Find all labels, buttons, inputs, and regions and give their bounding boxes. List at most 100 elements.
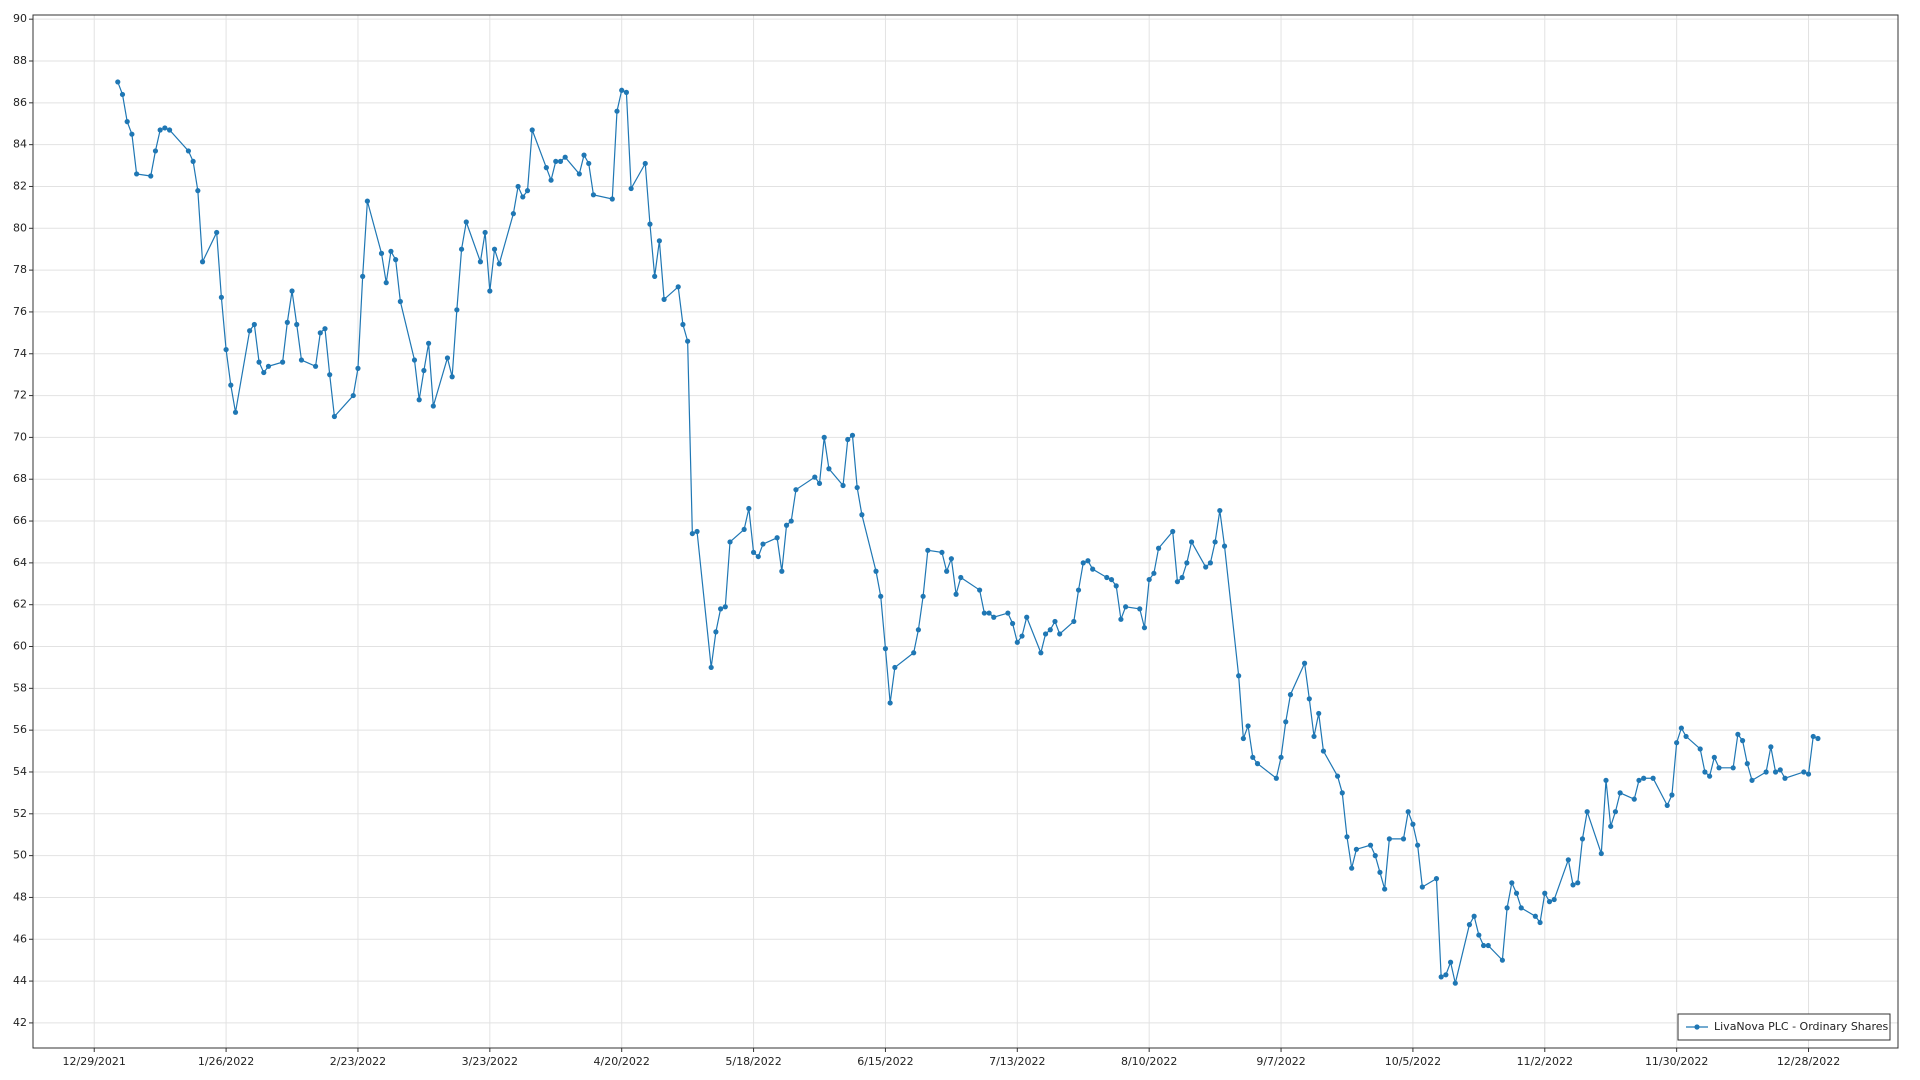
data-point: [251, 321, 257, 328]
data-point: [1283, 719, 1289, 725]
data-point: [1466, 922, 1473, 928]
data-point: [327, 372, 333, 378]
data-point: [920, 593, 926, 599]
data-point: [586, 160, 592, 167]
data-point: [529, 127, 535, 133]
data-point: [859, 512, 865, 518]
data-point: [256, 359, 262, 365]
data-point: [214, 229, 220, 236]
x-tick-label: 4/20/2022: [593, 1055, 649, 1068]
data-point: [312, 363, 319, 369]
data-point: [487, 288, 493, 294]
data-point: [1707, 773, 1713, 779]
y-tick-label: 90: [13, 12, 27, 25]
data-point: [812, 474, 818, 480]
data-point: [444, 355, 451, 361]
data-point: [840, 482, 846, 489]
data-point: [1057, 631, 1063, 637]
data-point: [760, 541, 766, 547]
data-point: [1447, 959, 1454, 965]
data-point: [134, 171, 140, 177]
series-line: [117, 81, 1819, 984]
data-point: [454, 307, 460, 313]
data-point: [510, 211, 516, 217]
data-point: [1612, 809, 1619, 815]
data-point: [331, 413, 338, 420]
data-point: [294, 321, 300, 328]
data-point: [685, 338, 691, 344]
data-point: [958, 574, 964, 581]
data-point: [1085, 558, 1091, 564]
data-point: [232, 409, 239, 415]
x-tick-label: 5/18/2022: [725, 1055, 781, 1068]
y-tick-label: 70: [13, 430, 27, 443]
data-point: [1702, 769, 1708, 775]
data-point: [1349, 865, 1355, 871]
data-point: [397, 298, 403, 305]
data-point: [152, 148, 159, 154]
data-point: [845, 436, 851, 443]
data-point: [1287, 692, 1294, 698]
data-point: [157, 127, 163, 133]
data-point: [1551, 896, 1557, 903]
y-tick-label: 88: [13, 54, 27, 67]
data-point: [1174, 579, 1181, 585]
data-point: [854, 484, 860, 491]
data-point: [1221, 543, 1228, 549]
data-point: [1301, 660, 1308, 666]
data-point: [1316, 710, 1322, 717]
x-tick-label: 11/2/2022: [1517, 1055, 1573, 1068]
x-tick-label: 11/30/2022: [1645, 1055, 1708, 1068]
data-point: [261, 369, 267, 376]
data-point: [1768, 744, 1774, 750]
y-tick-label: 52: [13, 807, 27, 820]
data-point: [426, 340, 432, 346]
data-point: [656, 238, 662, 244]
data-point: [647, 221, 653, 227]
data-point: [623, 89, 630, 95]
data-point: [1377, 869, 1383, 875]
legend-box: [1677, 1013, 1891, 1041]
y-tick-label: 80: [13, 221, 27, 234]
x-tick-label: 3/23/2022: [462, 1055, 518, 1068]
data-point: [915, 627, 922, 633]
y-tick-label: 60: [13, 640, 27, 653]
data-point: [1739, 738, 1746, 744]
data-point: [1155, 545, 1162, 551]
data-point: [821, 434, 827, 441]
data-point: [1151, 570, 1157, 576]
data-point: [355, 365, 361, 371]
y-tick-label: 82: [13, 179, 27, 192]
data-point: [1400, 836, 1407, 842]
data-point: [1452, 980, 1458, 986]
data-point: [1650, 775, 1656, 781]
data-point: [783, 522, 790, 528]
data-point: [289, 288, 295, 294]
y-tick-label: 64: [13, 556, 27, 569]
data-point: [1584, 809, 1590, 815]
data-point: [1382, 886, 1388, 892]
data-point: [1716, 765, 1722, 771]
y-tick-label: 44: [13, 974, 27, 987]
y-tick-label: 86: [13, 96, 27, 109]
data-point: [727, 539, 733, 545]
data-point: [628, 185, 634, 192]
data-point: [548, 177, 554, 183]
data-point: [816, 480, 823, 487]
data-point: [1090, 566, 1096, 572]
data-point: [741, 526, 747, 533]
data-point: [849, 432, 856, 438]
data-point: [779, 568, 785, 574]
data-point: [1024, 614, 1030, 620]
data-point: [463, 219, 469, 225]
data-point: [1471, 913, 1477, 919]
data-point: [1805, 771, 1812, 777]
data-point: [265, 363, 272, 369]
data-point: [1565, 857, 1571, 863]
data-point: [1499, 957, 1505, 963]
data-point: [1730, 765, 1736, 771]
data-point: [925, 547, 931, 553]
data-point: [119, 91, 126, 98]
data-point: [1052, 618, 1058, 625]
data-point: [1141, 625, 1148, 631]
